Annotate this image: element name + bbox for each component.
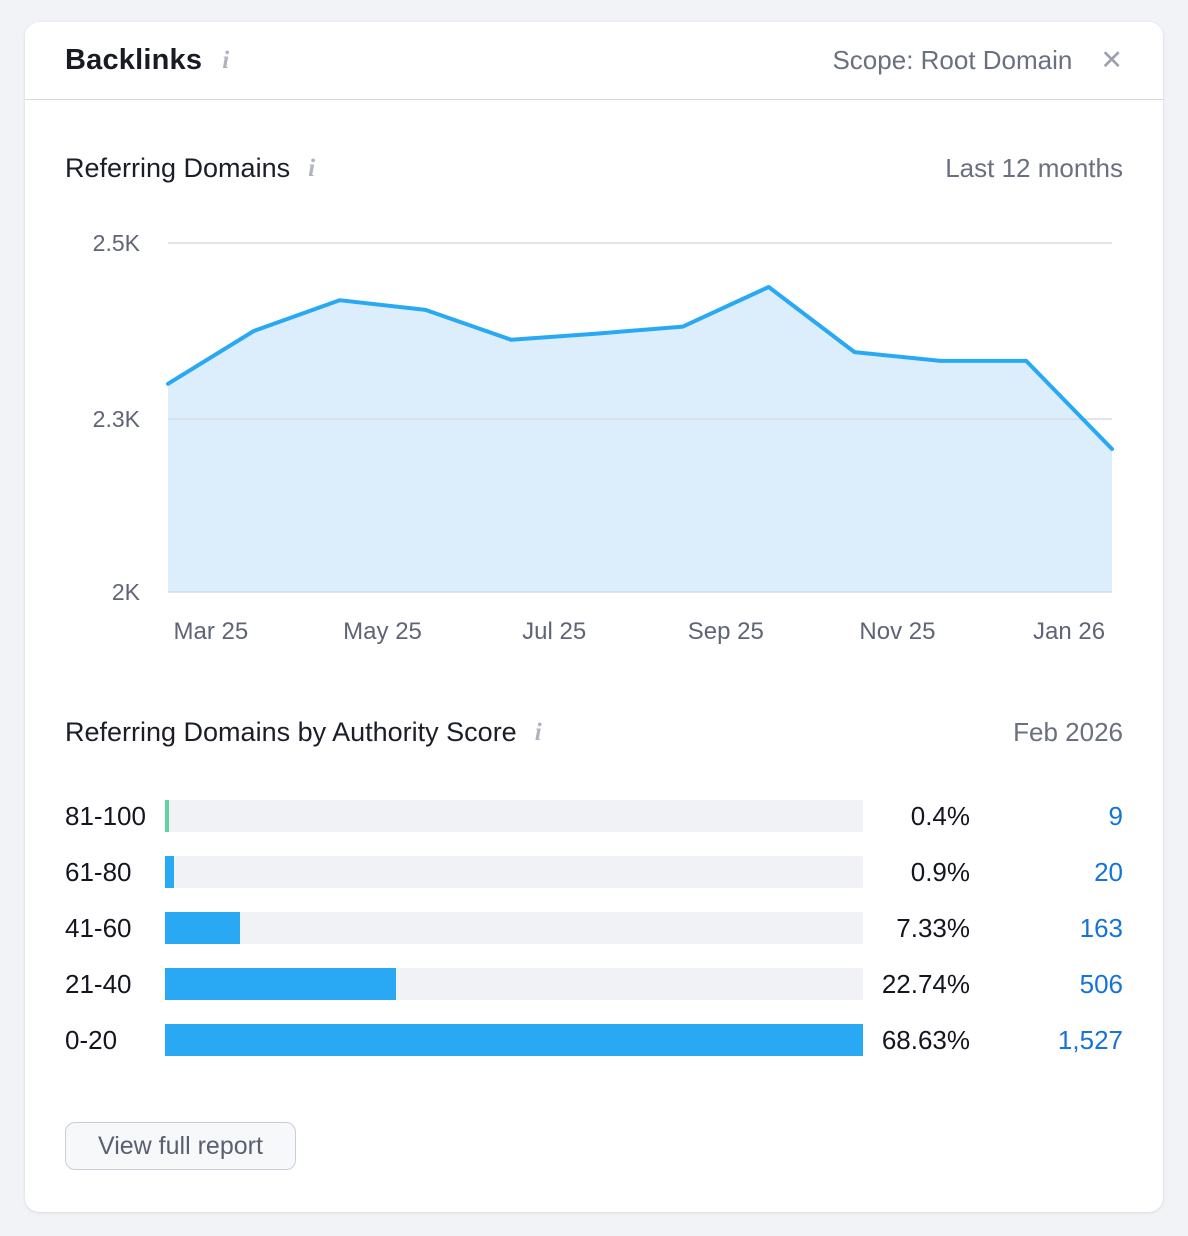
view-full-report-button[interactable]: View full report (65, 1122, 296, 1170)
bar-fill (165, 912, 240, 944)
authority-score-bars: 81-100 0.4% 9 61-80 0.9% 20 41-60 7.33% 163 21-40… (65, 800, 1123, 1056)
x-axis-label: Jan 26 (1033, 618, 1106, 645)
area-chart-svg (166, 242, 1114, 593)
bar-fill (165, 856, 175, 888)
authority-score-row: 0-20 68.63% 1,527 (65, 1024, 1123, 1056)
count-link[interactable]: 163 (1079, 912, 1123, 943)
x-axis-label: Sep 25 (687, 618, 764, 645)
date-range-label: Last 12 months (945, 152, 1123, 183)
x-axis-label: Nov 25 (859, 618, 936, 645)
percent-value: 0.9% (910, 856, 970, 887)
count-link[interactable]: 20 (1094, 856, 1123, 887)
bar-track (165, 856, 863, 888)
chart-line (166, 285, 1114, 451)
authority-range-label: 41-60 (65, 912, 132, 943)
info-icon[interactable]: i (222, 47, 230, 74)
authority-range-label: 61-80 (65, 856, 132, 887)
scope-label: Scope: Root Domain (832, 45, 1073, 75)
x-axis-label: Jul 25 (522, 618, 587, 645)
percent-value: 7.33% (896, 912, 970, 943)
authority-score-header: Referring Domains by Authority Score i F… (65, 712, 1123, 752)
backlinks-panel: Backlinks i Scope: Root Domain ✕ Referri… (25, 22, 1163, 1212)
info-icon[interactable]: i (534, 718, 542, 746)
y-axis-label: 2K (111, 579, 140, 605)
authority-score-row: 41-60 7.33% 163 (65, 912, 1123, 944)
authority-range-label: 0-20 (65, 1024, 118, 1055)
y-axis-label: 2.5K (92, 230, 140, 256)
bar-track (165, 968, 863, 1000)
chart-area-fill (168, 287, 1112, 592)
bar-fill (165, 800, 170, 832)
x-axis-labels: Mar 25 May 25 Jul 25 Sep 25 Nov 25 Jan 26 (168, 616, 1112, 648)
y-axis-label: 2.3K (92, 406, 140, 432)
bar-track (165, 800, 863, 832)
x-axis-label: May 25 (343, 618, 422, 645)
referring-domains-header: Referring Domains i Last 12 months (65, 148, 1123, 188)
percent-value: 22.74% (881, 968, 970, 999)
referring-domains-title: Referring Domains (65, 152, 291, 183)
referring-domains-chart[interactable] (166, 242, 1114, 593)
authority-score-row: 21-40 22.74% 506 (65, 968, 1123, 1000)
count-link[interactable]: 9 (1108, 800, 1123, 831)
y-axis-labels: 2.5K 2.3K 2K (65, 230, 140, 605)
authority-range-label: 81-100 (65, 800, 146, 831)
panel-title: Backlinks (65, 44, 203, 76)
x-axis-label: Mar 25 (173, 618, 249, 645)
info-icon[interactable]: i (308, 154, 316, 182)
authority-score-row: 81-100 0.4% 9 (65, 800, 1123, 832)
bar-fill (165, 968, 397, 1000)
bar-fill (165, 1024, 863, 1056)
percent-value: 68.63% (881, 1024, 970, 1055)
chart-gridlines (168, 242, 1112, 593)
authority-score-title: Referring Domains by Authority Score (65, 716, 517, 747)
count-link[interactable]: 1,527 (1057, 1024, 1123, 1055)
bar-track (165, 912, 863, 944)
count-link[interactable]: 506 (1079, 968, 1123, 999)
authority-score-row: 61-80 0.9% 20 (65, 856, 1123, 888)
close-icon[interactable]: ✕ (1100, 45, 1123, 75)
panel-header: Backlinks i Scope: Root Domain ✕ (25, 22, 1163, 100)
bar-track (165, 1024, 863, 1056)
authority-range-label: 21-40 (65, 968, 132, 999)
period-label: Feb 2026 (1013, 716, 1123, 747)
percent-value: 0.4% (910, 800, 970, 831)
